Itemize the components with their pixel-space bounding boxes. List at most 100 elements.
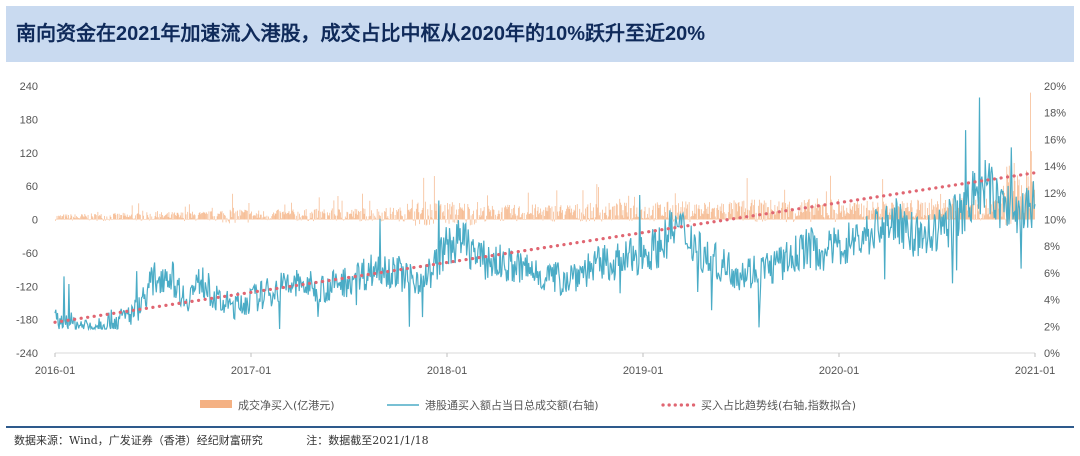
net-buy-bar [515,215,517,220]
net-buy-bar [959,208,961,220]
net-buy-bar [100,214,102,220]
net-buy-bar [672,205,674,220]
net-buy-bar [823,217,825,220]
net-buy-bar [818,203,820,220]
net-buy-bar [150,219,152,220]
net-buy-bar [547,211,549,220]
net-buy-bar [407,210,409,220]
net-buy-bar [447,209,449,220]
net-buy-bar [986,214,988,220]
net-buy-bar [466,219,468,221]
net-buy-bar [659,205,661,220]
net-buy-bar [577,218,579,220]
net-buy-bar [164,215,166,220]
y-left-tick-label: 60 [26,181,38,193]
net-buy-bar [365,219,367,221]
net-buy-bar [858,204,860,220]
net-buy-bar [197,218,198,220]
net-buy-bar [234,219,236,223]
net-buy-bar [861,217,863,220]
x-tick-label: 2021-01 [1015,365,1055,377]
net-buy-bar [724,218,726,220]
net-buy-bar [124,213,126,220]
net-buy-bar [709,218,711,220]
net-buy-bar [259,217,260,220]
net-buy-bar [423,177,425,220]
net-buy-bar [821,204,823,220]
net-buy-bar [580,219,581,222]
net-buy-bar [137,213,139,220]
net-buy-bar [273,215,275,220]
net-buy-bar [870,219,871,220]
net-buy-bar [931,198,933,220]
net-buy-bar [697,208,699,220]
net-buy-bar [683,207,685,220]
net-buy-bar [104,219,106,221]
net-buy-bar [665,217,667,220]
net-buy-bar [958,208,960,220]
net-buy-bar [350,213,352,220]
net-buy-bar [589,219,590,221]
net-buy-bar [228,219,230,224]
net-buy-bar [473,219,475,225]
net-buy-bar [905,208,906,220]
net-buy-bar [334,214,336,220]
net-buy-bar [251,218,253,220]
net-buy-bar [144,219,146,220]
title-banner: 南向资金在2021年加速流入港股，成交占比中枢从2020年的10%跃升至近20% [6,6,1074,62]
net-buy-bar [248,203,250,220]
net-buy-bar [553,219,555,222]
net-buy-bar [381,212,383,220]
net-buy-bar [114,212,116,220]
net-buy-bar [980,219,982,221]
net-buy-bar [602,219,604,220]
net-buy-bar [693,213,695,220]
net-buy-bar [1030,151,1032,220]
net-buy-bar [278,219,280,221]
net-buy-bar [552,219,554,222]
net-buy-bar [411,199,413,220]
net-buy-bar [181,217,183,220]
net-buy-bar [845,213,847,220]
net-buy-bar [129,215,131,220]
net-buy-bar [382,219,384,221]
net-buy-bar [807,199,809,220]
net-buy-bar [813,206,815,220]
net-buy-bar [587,204,589,220]
net-buy-bar [733,200,735,220]
net-buy-bar [918,200,920,220]
net-buy-bar [461,207,463,220]
net-buy-bar [471,219,473,225]
net-buy-bar [981,213,983,220]
net-buy-bar [923,214,925,220]
net-buy-bar [386,217,388,220]
net-buy-bar [861,203,862,220]
net-buy-bar [201,213,202,220]
net-buy-bar [586,206,588,220]
net-buy-bar [977,211,979,220]
net-buy-bar [269,218,271,220]
x-tick-label: 2017-01 [231,365,271,377]
net-buy-bar [373,219,375,220]
net-buy-bar [792,211,794,220]
net-buy-bar [281,218,283,220]
net-buy-bar [309,212,311,220]
net-buy-bar [883,204,885,220]
net-buy-bar [558,215,559,220]
net-buy-bar [224,214,225,220]
net-buy-bar [846,207,848,220]
net-buy-bar [580,212,582,220]
net-buy-bar [542,219,544,221]
net-buy-bar [311,211,313,220]
net-buy-bar [384,211,385,220]
net-buy-bar [825,205,826,220]
net-buy-bar [736,211,738,220]
net-buy-bar [142,210,144,220]
net-buy-bar [300,219,302,221]
net-buy-bar [522,219,524,220]
net-buy-bar [916,209,918,220]
net-buy-bar [789,201,790,220]
net-buy-bar [647,217,649,220]
net-buy-bar [680,207,682,220]
net-buy-bar [346,211,348,220]
